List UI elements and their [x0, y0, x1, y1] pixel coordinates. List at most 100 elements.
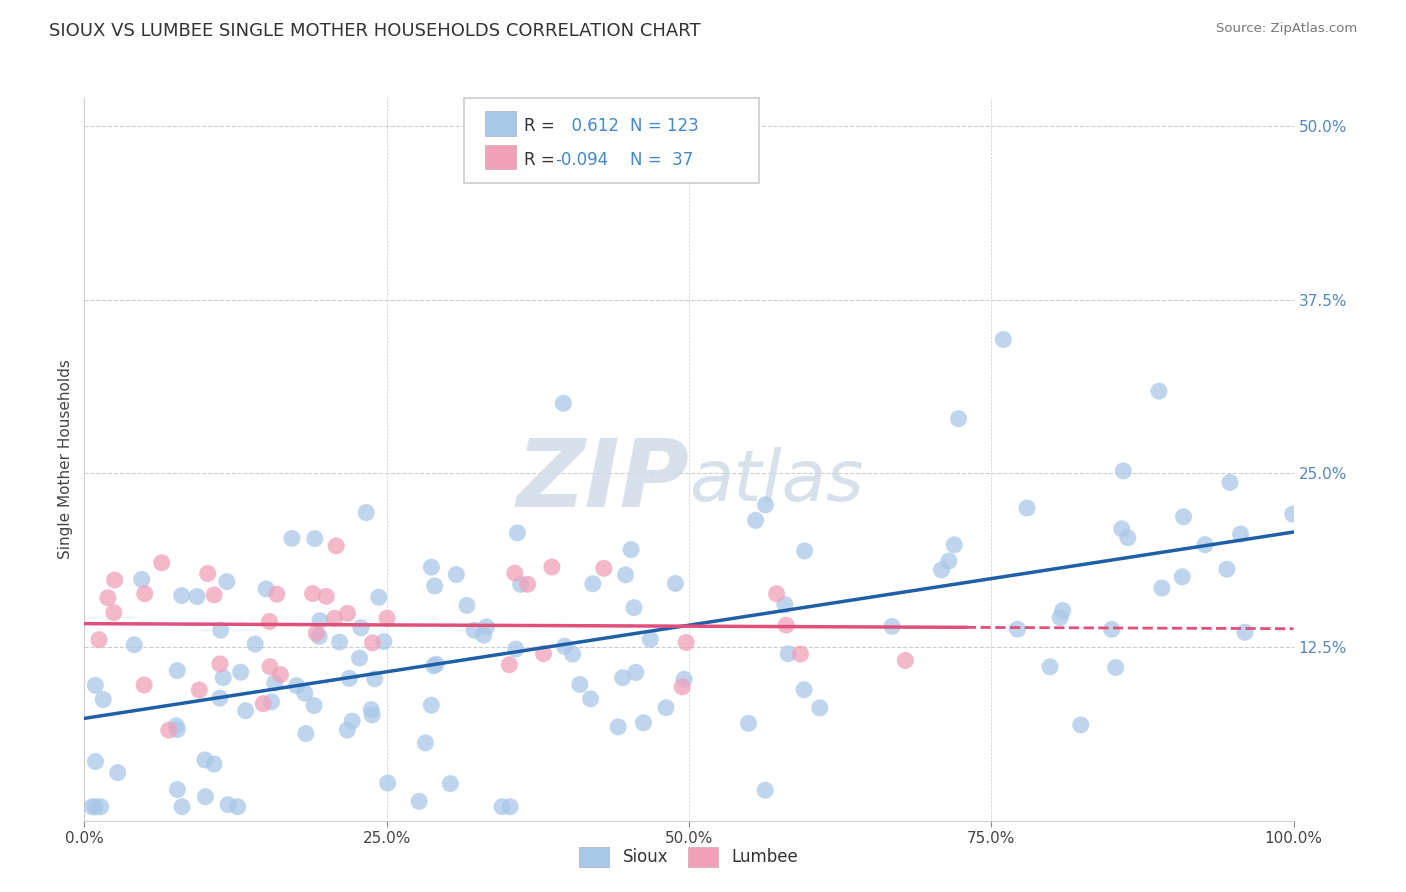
Point: [1070, 718, 1092, 732]
Point: [285, 679, 308, 693]
Point: [349, 651, 371, 665]
Point: [423, 579, 446, 593]
Point: [789, 647, 811, 661]
Point: [226, 799, 249, 814]
Point: [104, 573, 127, 587]
Point: [170, 589, 193, 603]
Point: [84, 755, 107, 769]
Point: [315, 590, 337, 604]
Point: [491, 799, 513, 814]
Point: [259, 615, 281, 629]
Point: [302, 698, 325, 713]
Point: [420, 698, 443, 713]
Point: [202, 756, 225, 771]
Point: [439, 777, 461, 791]
Text: -0.094: -0.094: [555, 151, 609, 169]
Point: [1173, 509, 1195, 524]
Text: atlas: atlas: [689, 447, 863, 516]
Point: [340, 714, 363, 728]
Point: [1150, 581, 1173, 595]
Point: [87, 632, 110, 647]
Point: [612, 671, 634, 685]
Text: N =  37: N = 37: [630, 151, 693, 169]
Point: [103, 606, 125, 620]
Point: [498, 657, 520, 672]
Point: [1101, 623, 1123, 637]
Point: [266, 587, 288, 601]
Point: [633, 715, 655, 730]
Point: [1229, 527, 1251, 541]
Point: [754, 498, 776, 512]
Point: [304, 532, 326, 546]
Point: [259, 659, 281, 673]
Point: [614, 567, 637, 582]
Point: [509, 577, 531, 591]
Point: [579, 691, 602, 706]
Point: [993, 333, 1015, 347]
Point: [215, 574, 238, 589]
Point: [364, 672, 387, 686]
Point: [235, 704, 257, 718]
Point: [664, 576, 686, 591]
Point: [420, 560, 443, 574]
Point: [186, 590, 208, 604]
Point: [1171, 570, 1194, 584]
Point: [754, 783, 776, 797]
Point: [675, 635, 697, 649]
Point: [323, 611, 346, 625]
Point: [107, 765, 129, 780]
Point: [254, 582, 277, 596]
Point: [1007, 622, 1029, 636]
Point: [541, 560, 564, 574]
Point: [91, 692, 114, 706]
Point: [607, 720, 630, 734]
Point: [252, 697, 274, 711]
Point: [568, 677, 591, 691]
Point: [260, 695, 283, 709]
Point: [336, 607, 359, 621]
Point: [80, 799, 103, 814]
Text: R =: R =: [524, 151, 561, 169]
Point: [582, 576, 605, 591]
Point: [170, 799, 193, 814]
Point: [472, 628, 495, 642]
Point: [475, 620, 498, 634]
Point: [1052, 604, 1074, 618]
Point: [1111, 522, 1133, 536]
Point: [165, 719, 187, 733]
Point: [208, 691, 231, 706]
Point: [1112, 464, 1135, 478]
Point: [808, 701, 831, 715]
Point: [793, 544, 815, 558]
Point: [361, 636, 384, 650]
Point: [554, 639, 576, 653]
Point: [415, 736, 437, 750]
Point: [1116, 531, 1139, 545]
Point: [624, 665, 647, 680]
Point: [561, 647, 583, 661]
Point: [744, 513, 766, 527]
Point: [328, 635, 350, 649]
Point: [456, 599, 478, 613]
Point: [463, 624, 485, 638]
Point: [134, 678, 156, 692]
Point: [1015, 501, 1038, 516]
Point: [533, 647, 555, 661]
Point: [1216, 562, 1239, 576]
Point: [263, 676, 285, 690]
Point: [212, 671, 235, 685]
Point: [229, 665, 252, 680]
Point: [90, 799, 112, 814]
Point: [1104, 660, 1126, 674]
Point: [197, 566, 219, 581]
Point: [775, 618, 797, 632]
Point: [84, 799, 107, 814]
Point: [671, 680, 693, 694]
Text: N = 123: N = 123: [630, 117, 699, 135]
Point: [217, 797, 239, 812]
Point: [408, 794, 430, 808]
Point: [188, 683, 211, 698]
Point: [305, 626, 328, 640]
Point: [640, 632, 662, 647]
Point: [361, 707, 384, 722]
